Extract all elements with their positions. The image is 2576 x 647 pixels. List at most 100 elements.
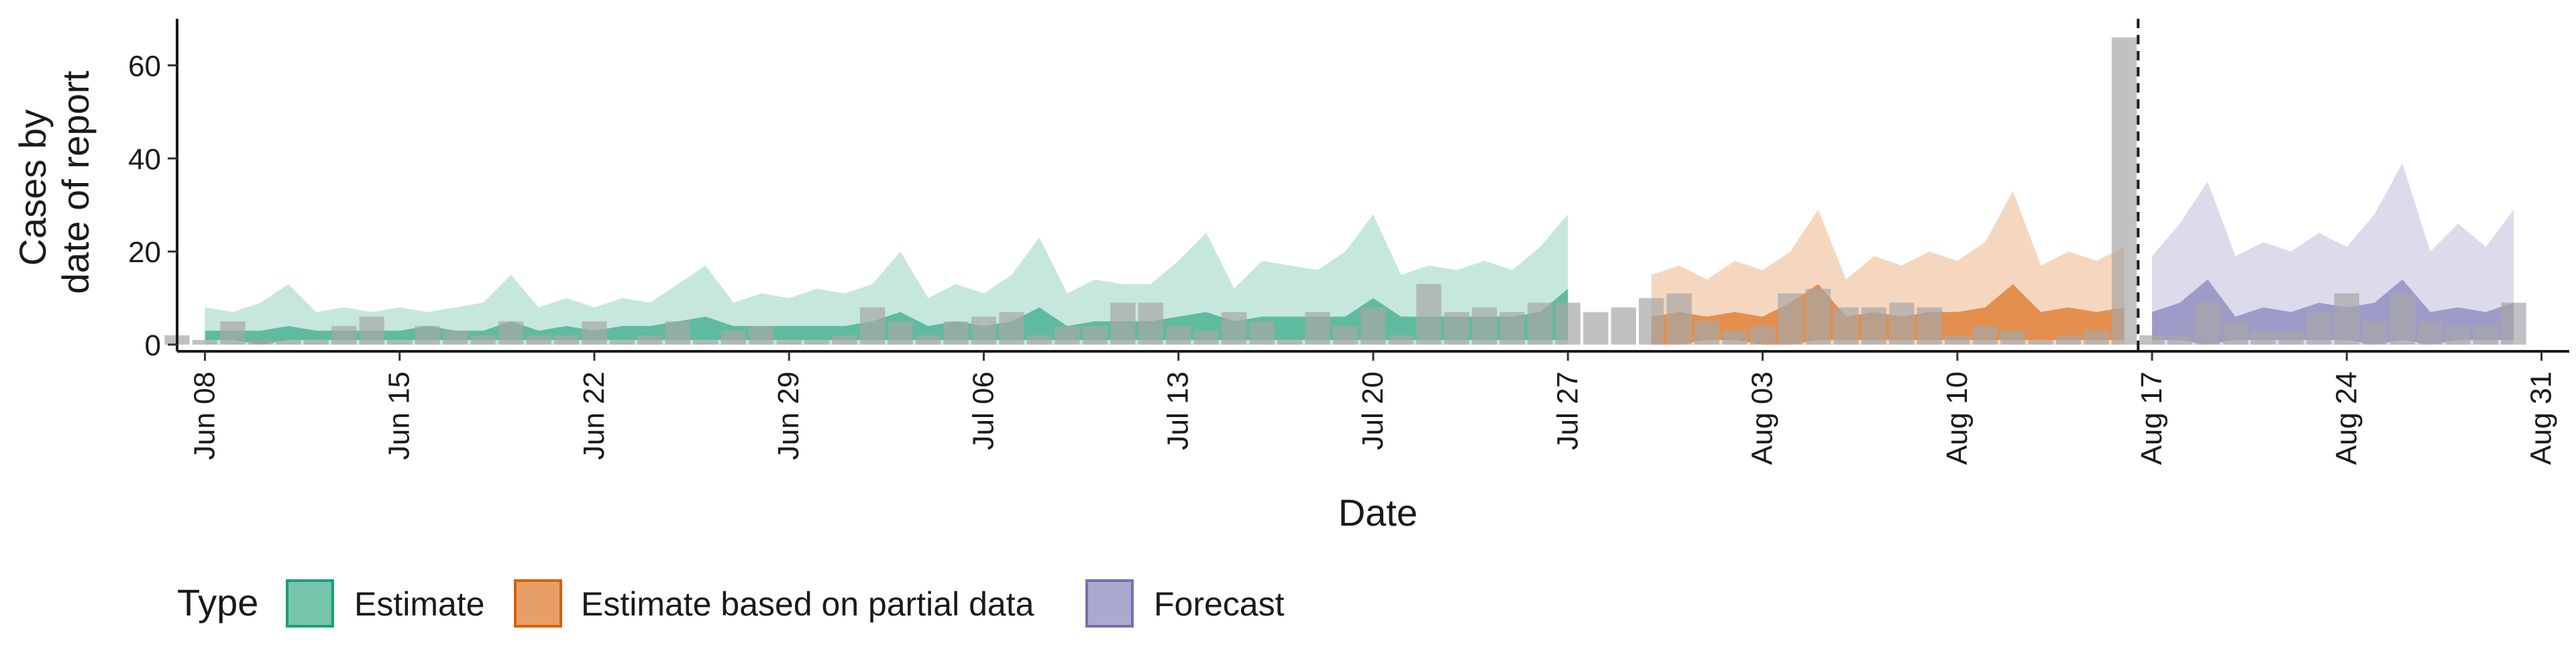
reported-bar xyxy=(609,340,635,345)
reported-bar xyxy=(1388,335,1414,345)
reported-bar xyxy=(276,340,301,345)
reported-bar xyxy=(943,321,969,345)
reported-bar xyxy=(1611,307,1636,345)
reported-bar xyxy=(2084,331,2109,345)
reported-bar xyxy=(1778,293,1803,345)
x-axis-title: Date xyxy=(1338,491,1417,534)
legend-label: Estimate based on partial data xyxy=(581,585,1034,623)
reported-bar xyxy=(1499,312,1525,345)
legend-title: Type xyxy=(177,581,258,624)
forecast-outer-band xyxy=(2152,163,2514,345)
x-tick-label: Jul 27 xyxy=(1551,371,1584,450)
reported-bar xyxy=(665,321,690,345)
reported-bar xyxy=(443,331,468,345)
reported-bar xyxy=(1666,293,1692,345)
reported-bar xyxy=(331,326,357,345)
reported-bar xyxy=(553,335,580,345)
legend-swatch xyxy=(286,579,334,628)
reported-bar xyxy=(860,307,885,345)
reported-bar xyxy=(2445,326,2471,345)
reported-bar xyxy=(2251,331,2276,345)
x-tick-label: Jun 08 xyxy=(188,371,221,460)
reported-bar xyxy=(1166,326,1191,345)
reported-bar xyxy=(192,340,218,345)
reported-bar xyxy=(1082,326,1108,345)
reported-bar xyxy=(2222,321,2249,345)
y-axis-title: Cases by date of report xyxy=(11,70,97,294)
reported-bar xyxy=(2195,302,2220,345)
reported-bar xyxy=(2278,331,2304,345)
legend-label: Estimate xyxy=(354,585,485,623)
x-tick-label: Aug 17 xyxy=(2135,371,2168,465)
reported-bar xyxy=(2056,335,2082,345)
reported-bar xyxy=(2390,293,2415,345)
reported-bar xyxy=(999,312,1024,345)
legend-label: Forecast xyxy=(1154,585,1285,623)
reported-bar xyxy=(1750,326,1776,345)
reported-bar xyxy=(1555,302,1580,345)
x-tick-label: Aug 03 xyxy=(1746,371,1779,465)
reported-bar xyxy=(359,316,384,345)
reported-bar xyxy=(693,340,718,345)
reported-bar xyxy=(2111,37,2137,345)
reported-bar xyxy=(2418,321,2443,345)
reported-bar xyxy=(1972,326,1998,345)
reported-bar xyxy=(2139,335,2165,345)
reported-bar xyxy=(1722,331,1748,345)
legend-swatch xyxy=(514,579,562,628)
reported-bar xyxy=(1249,321,1275,345)
reported-bar xyxy=(720,331,746,345)
reported-bar xyxy=(1945,335,1970,345)
reported-bar xyxy=(971,316,997,345)
legend: Type Estimate Estimate based on partial d… xyxy=(177,579,1285,628)
reported-bar xyxy=(526,335,551,345)
reported-bar xyxy=(1527,302,1553,345)
x-tick-label: Jul 20 xyxy=(1356,371,1389,450)
reported-bar xyxy=(2501,302,2526,345)
x-tick-label: Jul 06 xyxy=(967,371,1000,450)
reported-bar xyxy=(1110,302,1136,345)
reported-bar xyxy=(888,321,913,345)
y-tick-label: 40 xyxy=(128,143,161,176)
y-tick-label: 0 xyxy=(145,329,161,362)
reported-bar xyxy=(2028,340,2053,345)
reported-bar xyxy=(1277,340,1303,345)
x-tick-label: Jun 15 xyxy=(383,371,416,460)
reported-bar xyxy=(749,326,774,345)
reported-bar xyxy=(415,326,440,345)
reported-bar xyxy=(1416,284,1442,345)
y-axis-title-line-1: Cases by xyxy=(11,109,54,266)
y-tick-label: 20 xyxy=(128,236,161,269)
reported-bar xyxy=(1305,312,1330,345)
reported-bar xyxy=(1222,312,1247,345)
reported-bar xyxy=(1889,302,1915,345)
reported-bar xyxy=(470,335,496,345)
reported-bar xyxy=(1805,288,1831,345)
reported-bar xyxy=(1360,307,1386,345)
reported-bar xyxy=(804,340,830,345)
x-tick-label: Aug 10 xyxy=(1941,371,1974,465)
reported-bar xyxy=(1917,307,1942,345)
reported-bar xyxy=(832,335,857,345)
reported-bar xyxy=(1833,307,1859,345)
axes: 0 20 40 60 Jun 08 Jun 15 Jun 22 Jun 29 Jul 06 Jul… xyxy=(128,19,2569,465)
reported-bar xyxy=(1583,312,1609,345)
x-tick-label: Aug 31 xyxy=(2525,371,2558,465)
x-tick-label: Jun 22 xyxy=(578,371,610,460)
x-tick-label: Aug 24 xyxy=(2330,371,2363,465)
reported-bar xyxy=(915,335,941,345)
reported-bar xyxy=(1444,312,1469,345)
reported-bar xyxy=(2473,326,2499,345)
reported-bar xyxy=(1639,298,1664,345)
plot-area xyxy=(205,163,2514,345)
reported-bar xyxy=(1055,326,1080,345)
reported-bar xyxy=(303,340,329,345)
reported-bar xyxy=(1193,331,1219,345)
reported-bar xyxy=(1026,335,1053,345)
reported-bar xyxy=(387,340,413,345)
reported-bar xyxy=(2306,312,2332,345)
x-tick-label: Jul 13 xyxy=(1162,371,1195,450)
reported-bar xyxy=(1861,307,1886,345)
reported-bar xyxy=(248,340,273,345)
